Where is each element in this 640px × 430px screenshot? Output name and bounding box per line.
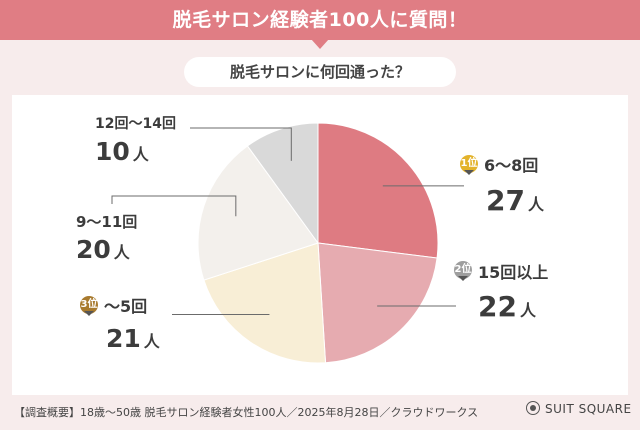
slice-label-upto-5: 〜5回 — [104, 297, 148, 316]
pie-chart — [111, 122, 464, 364]
pie-slice-1 — [317, 242, 438, 364]
pie-slice-0 — [317, 122, 439, 259]
slice-label-9-11: 9〜11回 — [76, 213, 138, 231]
slice-value-upto-5: 21 人 — [106, 324, 160, 353]
brand-name: SUIT SQUARE — [545, 402, 632, 416]
slice-label-15-plus: 15回以上 — [478, 263, 549, 282]
brand-mark-icon — [526, 401, 540, 415]
rank-2-medal-icon: 2位 — [454, 261, 472, 281]
pie-slice-3 — [197, 145, 319, 281]
leader-line-4 — [190, 127, 292, 161]
slice-label-12-14: 12回〜14回 — [95, 116, 176, 132]
question-pill: 脱毛サロンに何回通った？ — [184, 57, 456, 87]
header-banner — [0, 0, 640, 40]
page-title: 脱毛サロン経験者100人に質問！ — [172, 9, 468, 31]
slice-value-15-plus: 22 人 — [478, 290, 536, 323]
rank-3-medal-icon: 3位 — [80, 296, 98, 316]
pie-slice-4 — [246, 122, 319, 245]
brand-logo: SUIT SQUARE — [526, 401, 632, 419]
slice-value-12-14: 10 人 — [95, 137, 149, 166]
chart-panel: 1位 6〜8回 27 人 2位 15回以上 22 人 3位 〜5回 21 人 9〜11… — [12, 95, 628, 395]
banner-pointer — [311, 39, 329, 49]
slice-value-9-11: 20 人 — [76, 235, 130, 264]
rank-1-medal-icon: 1位 — [460, 155, 478, 175]
slice-value-6-8: 27 人 — [486, 184, 544, 217]
pie-slice-2 — [203, 242, 327, 364]
leader-line-3 — [111, 195, 237, 217]
slice-label-6-8: 6〜8回 — [484, 156, 539, 175]
survey-note: 【調査概要】18歳〜50歳 脱毛サロン経験者女性100人／2025年8月28日／… — [14, 406, 479, 419]
